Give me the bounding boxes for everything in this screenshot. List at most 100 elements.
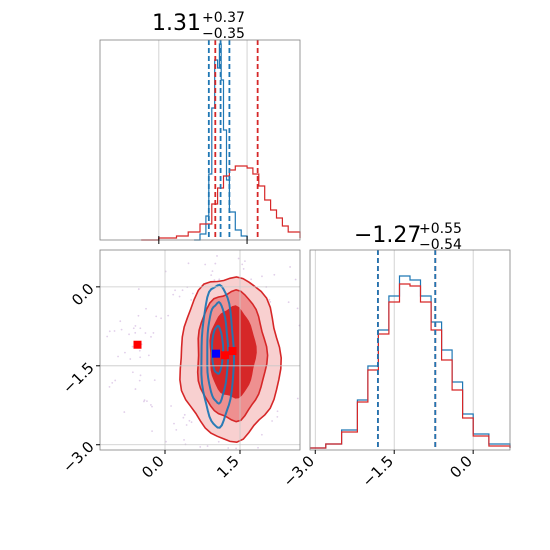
contour-panel: 0.0 1.5 0.0 −1.5 −3.0 [59, 249, 301, 482]
sample-point [244, 260, 246, 262]
sample-point [204, 263, 207, 266]
blue-histogram-line [194, 43, 248, 241]
axis-ticks: −3.0 −1.5 0.0 [280, 450, 476, 491]
sample-point [139, 327, 142, 330]
sample-point [269, 300, 272, 303]
red-square-marker [221, 351, 229, 360]
y-tick-label: −1.5 [59, 359, 97, 397]
sample-point [175, 429, 178, 431]
sample-point [146, 400, 148, 403]
x-tick-label: 0.0 [446, 452, 476, 482]
y-tick-label: −3.0 [59, 438, 97, 476]
y-tick-label: 0.0 [68, 280, 98, 310]
sample-point [160, 317, 162, 320]
sample-point [183, 413, 186, 416]
sample-point [181, 289, 184, 292]
sample-point [113, 330, 116, 332]
sample-point [147, 354, 150, 357]
sample-point [120, 328, 123, 331]
red-histogram-line [141, 165, 301, 241]
sample-point [137, 314, 140, 317]
sample-point [108, 330, 111, 333]
sample-point [123, 411, 126, 413]
panel-title-median: −1.27 [354, 223, 421, 248]
sample-point [182, 416, 185, 419]
sample-point [138, 379, 141, 382]
sample-point [214, 262, 217, 265]
sample-point [268, 298, 271, 301]
sample-point [261, 275, 263, 278]
sample-point [108, 386, 111, 388]
sample-point [211, 270, 214, 272]
sample-point [227, 447, 230, 449]
histogram-series [310, 275, 511, 449]
x-tick-label: −1.5 [359, 452, 397, 490]
x-tick-label: 0.0 [138, 452, 168, 482]
contour-plot [106, 255, 301, 450]
sample-point [206, 445, 209, 447]
x-tick-label: −3.0 [280, 452, 318, 490]
blue-square-marker [212, 349, 220, 358]
sample-point [276, 416, 279, 418]
sample-point [217, 440, 220, 443]
sample-point [216, 255, 218, 257]
sample-point [144, 332, 147, 334]
sample-point [235, 447, 238, 450]
sample-point [187, 262, 190, 265]
sample-point [153, 379, 156, 381]
sample-point [237, 257, 240, 260]
axis-ticks [158, 236, 248, 244]
sample-point [128, 333, 130, 336]
grid-lines [158, 40, 248, 240]
sample-point [106, 335, 109, 338]
sample-point [183, 439, 185, 441]
sample-point [250, 278, 253, 281]
histogram-panel-param-1: 1.31 +0.37 −0.35 [99, 10, 301, 244]
sample-point [188, 419, 191, 422]
blue-histogram-line [310, 275, 511, 449]
sample-point [151, 430, 153, 433]
x-tick-label: 1.5 [213, 452, 243, 482]
marker-points [133, 340, 237, 360]
panel-frame [99, 249, 301, 451]
quantile-lines [207, 40, 259, 240]
sample-point [289, 266, 292, 268]
sample-point [143, 400, 145, 403]
sample-point [260, 433, 263, 436]
sample-point [241, 263, 244, 266]
panel-title-lower: −0.54 [419, 237, 462, 253]
blue-contour-level-2 [206, 300, 230, 405]
sample-point [155, 315, 158, 318]
sample-point [114, 379, 117, 382]
sample-point [273, 273, 276, 276]
sample-point [199, 446, 202, 448]
sample-point [167, 314, 170, 317]
sample-point [172, 293, 175, 296]
sample-point [134, 325, 137, 327]
sample-point [185, 424, 188, 426]
sample-point [151, 405, 153, 408]
sample-point [131, 371, 134, 374]
sample-point [276, 410, 279, 413]
sample-point [111, 381, 114, 384]
red-histogram-line [310, 283, 511, 449]
sample-point [218, 278, 221, 281]
panel-frame [309, 249, 511, 451]
sample-point [145, 307, 147, 310]
sample-point [139, 374, 142, 377]
histogram-series [141, 43, 301, 241]
sample-point [165, 440, 167, 443]
panel-title-upper: +0.37 [202, 10, 245, 26]
sample-point [190, 299, 193, 301]
sample-point [242, 268, 245, 270]
sample-point [173, 422, 175, 425]
sample-point [132, 327, 135, 330]
panel-title-upper: +0.55 [419, 221, 462, 237]
sample-point [149, 404, 152, 406]
sample-point [213, 279, 216, 281]
sample-point [131, 345, 134, 348]
sample-point [178, 295, 181, 298]
red-square-marker [228, 347, 237, 356]
sample-point [287, 301, 290, 304]
